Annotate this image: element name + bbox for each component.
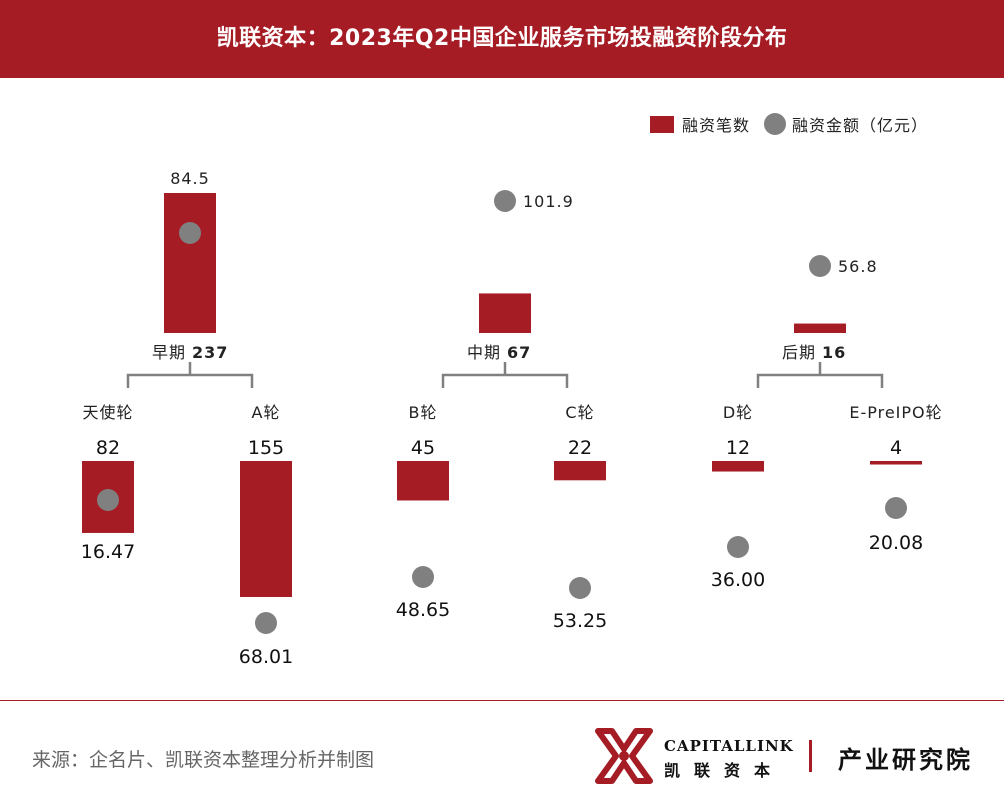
- footer-divider: [0, 700, 1004, 701]
- brand-institute: 产业研究院: [838, 745, 973, 774]
- funding-stage-chart: 84.5 早期 237 101.9 中期 67 56.8 后期 16 天使轮 82 16.47 A轮 15…: [81, 169, 942, 668]
- round-epreipo-5-name: E-PreIPO轮: [849, 403, 942, 422]
- round-b-2-count-bar: [397, 461, 449, 501]
- stage-0-amount-dot: [179, 222, 201, 244]
- round-item-0-amount-dot: [97, 489, 119, 511]
- round-a-1-count-bar: [240, 461, 292, 597]
- round-a-1-amount-dot: [255, 612, 277, 634]
- legend-dot-swatch: [764, 113, 787, 135]
- stage-2-count-label: 16: [822, 343, 846, 362]
- round-d-4-count-bar: [712, 461, 764, 472]
- legend-count-label: 融资笔数: [682, 116, 751, 135]
- brand-chinese: 凯联资本: [664, 761, 785, 780]
- round-epreipo-5-amount-label: 20.08: [869, 532, 923, 554]
- round-item-0-amount-label: 16.47: [81, 541, 135, 563]
- stage-2-count-bar: [794, 323, 846, 333]
- stage-2-amount-dot: [809, 255, 831, 277]
- stage-1-amount-label: 101.9: [523, 192, 574, 211]
- round-b-2-amount-label: 48.65: [396, 599, 450, 621]
- round-c-3-count-label: 22: [568, 437, 592, 459]
- stage-2-bracket: [756, 362, 884, 388]
- round-c-3-count-bar: [554, 461, 606, 481]
- stage-2-amount-label: 56.8: [838, 257, 878, 276]
- round-d-4-amount-dot: [727, 536, 749, 558]
- round-d-4-name: D轮: [723, 403, 753, 422]
- stage-0-name: 早期: [152, 343, 186, 362]
- round-epreipo-5-amount-dot: [885, 497, 907, 519]
- round-c-3-amount-label: 53.25: [553, 610, 607, 632]
- stage-0-amount-label: 84.5: [170, 169, 210, 188]
- capitallink-logo-icon: [595, 728, 653, 784]
- brand-english: CAPITALLINK: [664, 737, 794, 755]
- brand-separator: [809, 740, 812, 772]
- round-item-0-name: 天使轮: [82, 403, 133, 422]
- stage-0-bracket: [126, 362, 254, 388]
- round-d-4-amount-label: 36.00: [711, 569, 765, 591]
- round-epreipo-5-count-label: 4: [890, 437, 902, 459]
- source-note: 来源：企名片、凯联资本整理分析并制图: [32, 749, 375, 771]
- round-a-1-amount-label: 68.01: [239, 646, 293, 668]
- round-c-3-amount-dot: [569, 577, 591, 599]
- round-a-1-count-label: 155: [248, 437, 284, 459]
- round-a-1-name: A轮: [252, 403, 281, 422]
- stage-1-bracket: [441, 362, 569, 388]
- chart-title: 凯联资本：2023年Q2中国企业服务市场投融资阶段分布: [0, 0, 1004, 78]
- stage-0-count-bar: [164, 193, 216, 333]
- legend: 融资笔数 融资金额（亿元）: [650, 111, 928, 137]
- round-item-0-count-label: 82: [96, 437, 120, 459]
- stage-1-count-bar: [479, 293, 531, 333]
- stage-1-count-label: 67: [507, 343, 531, 362]
- round-b-2-name: B轮: [409, 403, 438, 422]
- legend-bar-swatch: [650, 115, 674, 133]
- round-b-2-amount-dot: [412, 566, 434, 588]
- round-c-3-name: C轮: [565, 403, 594, 422]
- round-b-2-count-label: 45: [411, 437, 435, 459]
- stage-1-amount-dot: [494, 190, 516, 212]
- round-epreipo-5-count-bar: [870, 461, 922, 465]
- stage-2-name: 后期: [782, 343, 816, 362]
- legend-amount-label: 融资金额（亿元）: [792, 116, 929, 135]
- stage-0-count-label: 237: [192, 343, 228, 362]
- stage-1-name: 中期: [467, 343, 501, 362]
- round-d-4-count-label: 12: [726, 437, 750, 459]
